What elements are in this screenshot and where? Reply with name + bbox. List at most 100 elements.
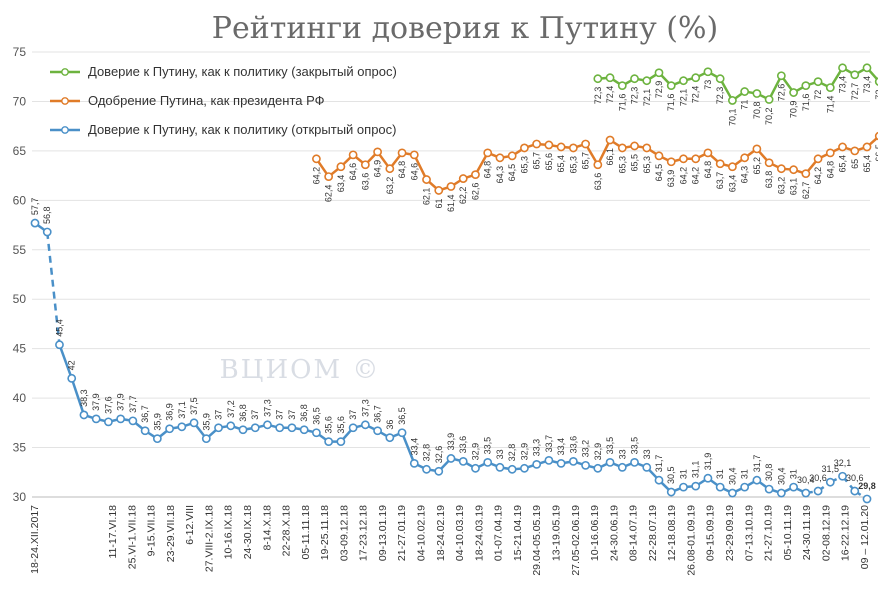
x-tick-label: 16-22.12.19 <box>840 505 852 561</box>
x-tick-label: 27.05-02.06.19 <box>570 505 582 576</box>
data-label: 33,5 <box>605 437 615 455</box>
data-label: 70,2 <box>764 107 774 125</box>
data-label: 71,6 <box>666 94 676 112</box>
data-label: 31 <box>715 469 725 479</box>
data-point <box>874 77 878 86</box>
data-point <box>483 148 493 158</box>
data-point <box>581 139 590 149</box>
data-point <box>617 462 627 472</box>
data-label: 65,7 <box>581 152 591 170</box>
x-tick-label: 12-18.08.19 <box>666 505 678 561</box>
data-point <box>776 488 786 498</box>
data-point <box>617 143 627 153</box>
data-point <box>593 160 603 170</box>
data-label: 32,9 <box>470 443 480 461</box>
data-point <box>630 141 639 151</box>
data-point <box>630 457 639 467</box>
data-label: 37,9 <box>91 393 101 411</box>
data-label: 42 <box>67 360 77 370</box>
data-label: 31,5 <box>822 464 840 474</box>
x-tick-label: 04-10.03.19 <box>454 505 466 561</box>
x-tick-label: 08-14.07.19 <box>628 505 640 561</box>
y-tick-label: 55 <box>13 243 27 257</box>
data-label: 71,4 <box>825 96 835 114</box>
data-point <box>336 162 346 172</box>
data-label: 35,6 <box>336 416 346 434</box>
legend: Доверие к Путину, как к политику (закрыт… <box>50 64 397 137</box>
data-label: 64,2 <box>311 167 321 185</box>
data-label: 35,9 <box>201 413 211 431</box>
data-point <box>348 150 358 160</box>
data-label: 32,6 <box>434 446 444 464</box>
data-point <box>214 423 223 433</box>
data-point <box>691 154 701 164</box>
data-label: 64,9 <box>373 160 383 178</box>
legend-label: Доверие к Путину, как к политику (закрыт… <box>88 64 397 79</box>
data-point <box>654 151 664 161</box>
data-point <box>642 76 652 86</box>
data-label: 37 <box>287 410 297 420</box>
data-label: 29,8 <box>858 481 876 491</box>
data-point <box>568 456 578 466</box>
data-label: 63,4 <box>727 175 737 193</box>
data-point <box>79 410 89 420</box>
data-label: 57,7 <box>30 198 40 216</box>
data-label: 33,9 <box>446 433 456 451</box>
x-tick-label: 26.08-01.09.19 <box>685 505 697 576</box>
x-tick-label: 09-15.09.19 <box>705 505 717 561</box>
legend-label: Одобрение Путина, как президента РФ <box>88 93 325 108</box>
data-point <box>593 74 603 84</box>
x-tick-label: 23-29.09.19 <box>724 505 736 561</box>
data-label: 33 <box>642 449 652 459</box>
y-tick-label: 30 <box>13 490 27 504</box>
legend-marker <box>61 68 69 76</box>
x-tick-label: 15-21.04.19 <box>512 505 524 561</box>
data-point <box>605 135 615 145</box>
data-point <box>776 71 786 81</box>
data-point <box>642 143 652 153</box>
data-label: 36,5 <box>397 407 407 425</box>
series-line-segment <box>45 231 61 345</box>
data-point <box>409 150 419 160</box>
data-label: 72,9 <box>654 81 664 99</box>
data-point <box>642 462 652 472</box>
chart-title: Рейтинги доверия к Путину (%) <box>212 11 718 46</box>
data-label: 64,3 <box>495 166 505 184</box>
data-label: 62,1 <box>422 188 432 206</box>
data-label: 30,6 <box>846 473 864 483</box>
data-label: 64,2 <box>678 167 688 185</box>
data-label: 63,6 <box>593 173 603 191</box>
data-label: 31,7 <box>752 455 762 473</box>
data-point <box>740 87 750 96</box>
data-point <box>850 70 860 80</box>
data-label: 32,8 <box>507 444 517 462</box>
data-point <box>104 417 113 427</box>
data-point <box>776 164 786 174</box>
data-label: 63,9 <box>666 170 676 188</box>
data-label: 56,8 <box>42 206 52 224</box>
y-tick-label: 60 <box>13 193 27 207</box>
x-tick-label: 24-30.06.19 <box>608 505 620 561</box>
data-point <box>495 462 505 472</box>
data-point <box>740 482 750 492</box>
data-point <box>336 437 346 447</box>
data-label: 64,8 <box>397 161 407 179</box>
x-tick-label: 10-16.06.19 <box>589 505 601 561</box>
data-label: 37,5 <box>189 397 199 415</box>
data-label: 62,7 <box>801 182 811 200</box>
data-label: 61,4 <box>446 194 456 212</box>
data-point <box>458 174 468 183</box>
legend-label: Доверие к Путину, как к политику (открыт… <box>88 122 396 137</box>
data-point <box>752 89 762 98</box>
x-tick-label: 18-24.XII.2017 <box>29 505 41 574</box>
data-label: 36,8 <box>299 404 309 422</box>
data-point <box>654 475 664 485</box>
data-point <box>360 160 370 170</box>
x-tick-label: 09 – 12.01.20 <box>859 505 871 569</box>
data-label: 32,9 <box>519 443 529 461</box>
data-point <box>275 423 285 433</box>
data-label: 36,9 <box>165 403 175 421</box>
data-label: 33,4 <box>556 438 566 456</box>
data-label: 64,3 <box>740 166 750 184</box>
data-label: 65,3 <box>568 156 578 174</box>
